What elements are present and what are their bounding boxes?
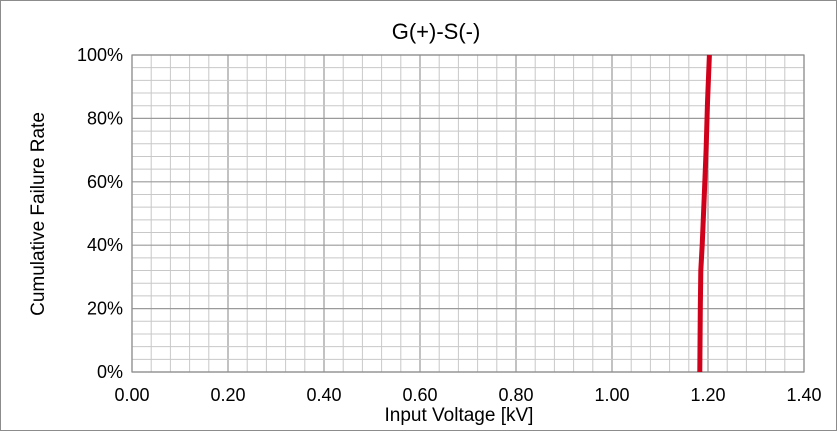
y-tick-label: 0% — [97, 362, 123, 382]
x-tick-label: 0.80 — [498, 385, 533, 405]
x-axis-label: Input Voltage [kV] — [385, 405, 534, 426]
x-tick-label: 0.60 — [402, 385, 437, 405]
x-tick-label: 0.20 — [210, 385, 245, 405]
y-tick-label: 60% — [87, 172, 123, 192]
x-tick-label: 1.40 — [786, 385, 821, 405]
tick-labels: 0.00 0.20 0.40 0.60 0.80 1.00 1.20 1.40 0% 20% 40%… — [77, 45, 822, 405]
plot-area-border — [131, 54, 805, 373]
y-axis-label: Cumulative Failure Rate — [28, 112, 49, 316]
series-layer — [697, 54, 712, 373]
y-tick-label: 80% — [87, 108, 123, 128]
x-tick-label: 1.20 — [690, 385, 725, 405]
x-tick-label: 1.00 — [594, 385, 629, 405]
y-tick-label: 100% — [77, 45, 123, 65]
y-tick-label: 40% — [87, 235, 123, 255]
x-tick-label: 0.40 — [306, 385, 341, 405]
y-tick-label: 20% — [87, 299, 123, 319]
x-tick-label: 0.00 — [114, 385, 149, 405]
series-line — [697, 54, 712, 373]
chart-title: G(+)-S(-) — [392, 19, 481, 44]
grid — [131, 54, 805, 373]
